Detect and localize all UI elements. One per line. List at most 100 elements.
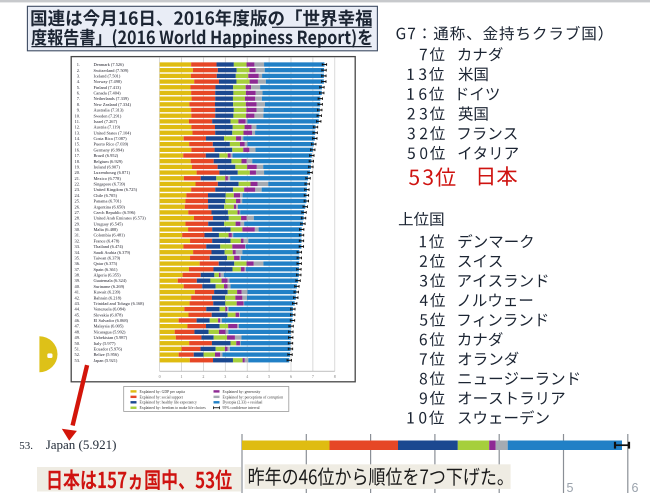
svg-text:Ireland (6.907): Ireland (6.907): [94, 164, 121, 169]
svg-text:Costa Rica (7.087): Costa Rica (7.087): [94, 136, 128, 141]
svg-text:Mexico (6.778): Mexico (6.778): [94, 176, 122, 181]
svg-text:Brazil (6.952): Brazil (6.952): [94, 153, 119, 158]
svg-text:4: 4: [246, 374, 248, 379]
svg-text:Venezuela (6.084): Venezuela (6.084): [94, 307, 126, 312]
svg-text:9.: 9.: [77, 108, 80, 113]
svg-text:44.: 44.: [75, 307, 81, 312]
svg-text:29.: 29.: [75, 221, 81, 226]
svg-text:Finland (7.413): Finland (7.413): [94, 85, 122, 90]
svg-text:36.: 36.: [75, 261, 81, 266]
svg-text:31.: 31.: [75, 233, 81, 238]
svg-text:37.: 37.: [75, 267, 81, 272]
svg-text:27.: 27.: [75, 210, 81, 215]
svg-text:41.: 41.: [75, 290, 81, 295]
svg-text:10.: 10.: [75, 113, 81, 118]
svg-text:Austria (7.119): Austria (7.119): [94, 125, 121, 130]
svg-text:39.: 39.: [75, 278, 81, 283]
svg-text:New Zealand (7.334): New Zealand (7.334): [94, 102, 132, 107]
svg-text:Japan (5.921): Japan (5.921): [46, 437, 117, 452]
svg-text:28.: 28.: [75, 216, 81, 221]
svg-text:Czech Republic (6.596): Czech Republic (6.596): [94, 210, 136, 215]
svg-text:Explained by: generosity: Explained by: generosity: [223, 390, 261, 394]
svg-text:46.: 46.: [75, 318, 81, 323]
svg-text:19.: 19.: [75, 164, 81, 169]
svg-text:6.: 6.: [77, 91, 80, 96]
svg-text:1: 1: [181, 374, 183, 379]
svg-text:Guatemala (6.324): Guatemala (6.324): [94, 278, 127, 283]
svg-text:Malaysia (6.005): Malaysia (6.005): [94, 324, 125, 329]
svg-text:40.: 40.: [75, 284, 81, 289]
svg-text:Netherlands (7.339): Netherlands (7.339): [94, 96, 130, 101]
svg-text:7: 7: [312, 374, 314, 379]
svg-text:53.: 53.: [19, 440, 33, 452]
svg-text:Qatar (6.375): Qatar (6.375): [94, 261, 118, 266]
svg-text:51.: 51.: [75, 347, 81, 352]
svg-text:Israel (7.267): Israel (7.267): [94, 119, 118, 124]
svg-text:23.: 23.: [75, 187, 81, 192]
svg-text:6: 6: [290, 374, 292, 379]
svg-text:Singapore (6.739): Singapore (6.739): [94, 182, 126, 187]
svg-text:2.: 2.: [77, 68, 80, 73]
svg-text:13.: 13.: [75, 130, 81, 135]
svg-text:Explained by: healthy life exp: Explained by: healthy life expectancy: [140, 401, 197, 405]
svg-text:Germany (6.994): Germany (6.994): [94, 147, 125, 152]
svg-text:Belize (5.956): Belize (5.956): [94, 352, 120, 357]
svg-text:0: 0: [159, 374, 161, 379]
svg-text:53.: 53.: [75, 358, 81, 363]
svg-text:Colombia (6.481): Colombia (6.481): [94, 233, 126, 238]
svg-text:7.: 7.: [77, 96, 80, 101]
svg-text:Norway (7.498): Norway (7.498): [94, 79, 123, 84]
svg-text:11.: 11.: [75, 119, 80, 124]
svg-text:France (6.478): France (6.478): [94, 238, 120, 243]
svg-text:Thailand (6.474): Thailand (6.474): [94, 244, 124, 249]
svg-text:Argentina (6.650): Argentina (6.650): [94, 204, 126, 209]
svg-text:2: 2: [202, 374, 204, 379]
svg-text:Dystopia (2.33) + residual: Dystopia (2.33) + residual: [223, 401, 263, 405]
svg-text:34.: 34.: [75, 250, 81, 255]
svg-text:Australia (7.313): Australia (7.313): [94, 108, 125, 113]
svg-text:Canada (7.404): Canada (7.404): [94, 91, 122, 96]
svg-text:Explained by: perceptions of c: Explained by: perceptions of corruption: [223, 395, 284, 399]
svg-text:95% confidence interval: 95% confidence interval: [223, 406, 260, 410]
svg-text:5: 5: [567, 481, 574, 495]
svg-text:Chile (6.705): Chile (6.705): [94, 193, 118, 198]
svg-text:20.: 20.: [75, 170, 81, 175]
svg-text:26.: 26.: [75, 204, 81, 209]
svg-text:25.: 25.: [75, 199, 81, 204]
svg-text:21.: 21.: [75, 176, 81, 181]
svg-text:Denmark (7.526): Denmark (7.526): [94, 62, 125, 67]
svg-text:32.: 32.: [75, 238, 81, 243]
svg-text:Spain (6.361): Spain (6.361): [94, 267, 118, 272]
svg-text:Uzbekistan (5.987): Uzbekistan (5.987): [94, 335, 128, 340]
svg-text:5: 5: [268, 374, 270, 379]
svg-text:1.: 1.: [77, 62, 80, 67]
svg-text:Explained by: GDP per capita: Explained by: GDP per capita: [140, 390, 186, 394]
svg-text:3: 3: [224, 374, 226, 379]
svg-text:Bahrain (6.218): Bahrain (6.218): [94, 295, 122, 300]
svg-text:6: 6: [632, 481, 639, 495]
svg-text:8: 8: [334, 374, 336, 379]
svg-text:35.: 35.: [75, 255, 81, 260]
svg-text:Belgium (6.929): Belgium (6.929): [94, 159, 124, 164]
svg-text:18.: 18.: [75, 159, 81, 164]
svg-text:Sweden (7.291): Sweden (7.291): [94, 113, 122, 118]
svg-text:Panama (6.701): Panama (6.701): [94, 199, 122, 204]
svg-text:14.: 14.: [75, 136, 81, 141]
svg-text:Italy (5.977): Italy (5.977): [94, 341, 116, 346]
svg-text:Explained by: social support: Explained by: social support: [140, 395, 184, 399]
svg-text:4.: 4.: [77, 79, 80, 84]
svg-text:24.: 24.: [75, 193, 81, 198]
svg-text:48.: 48.: [75, 329, 81, 334]
svg-text:42.: 42.: [75, 295, 81, 300]
svg-text:45.: 45.: [75, 312, 81, 317]
svg-text:Trinidad and Tobago (6.168): Trinidad and Tobago (6.168): [94, 301, 145, 306]
svg-text:Saudi Arabia (6.379): Saudi Arabia (6.379): [94, 250, 131, 255]
svg-text:12.: 12.: [75, 125, 81, 130]
svg-text:Malta (6.488): Malta (6.488): [94, 227, 119, 232]
svg-text:Puerto Rico (7.039): Puerto Rico (7.039): [94, 142, 129, 147]
svg-text:52.: 52.: [75, 352, 81, 357]
svg-text:47.: 47.: [75, 324, 81, 329]
svg-text:17.: 17.: [75, 153, 81, 158]
svg-text:Kuwait (6.239): Kuwait (6.239): [94, 290, 121, 295]
svg-text:43.: 43.: [75, 301, 81, 306]
